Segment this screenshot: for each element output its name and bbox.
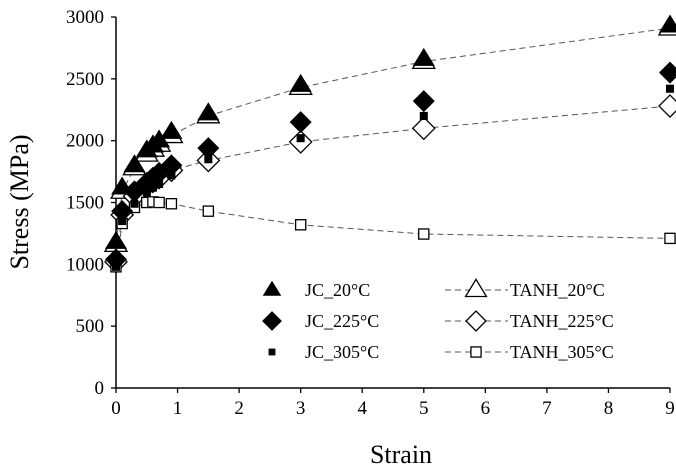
data-point-1-1	[104, 230, 128, 249]
y-tick-label: 1500	[66, 193, 104, 214]
x-tick-label: 1	[173, 398, 183, 419]
legend-label-4: TANH_20°C	[510, 280, 605, 300]
y-tick-label: 2000	[66, 131, 104, 152]
legend-label-6: TANH_305°C	[510, 342, 614, 362]
legend-label-1: JC_20°C	[305, 280, 370, 300]
data-point-3-2	[118, 217, 127, 226]
x-tick-label: 7	[542, 398, 552, 419]
legend-label-3: JC_305°C	[305, 342, 379, 362]
data-point-1-9	[289, 73, 312, 92]
y-tick-label: 0	[95, 378, 105, 399]
legend-marker-3	[268, 348, 276, 356]
data-point-2-9	[289, 111, 312, 134]
legend-marker-4	[464, 278, 488, 298]
data-point-1-8	[197, 102, 220, 121]
x-tick-label: 9	[665, 398, 675, 419]
data-point-6-10	[418, 228, 430, 240]
x-tick-label: 3	[296, 398, 306, 419]
series-line-5	[115, 105, 671, 262]
data-point-2-7	[160, 154, 183, 177]
data-point-3-10	[419, 111, 428, 120]
data-point-5-10	[411, 116, 436, 141]
legend-label-2: JC_225°C	[305, 311, 379, 331]
data-point-3-7	[167, 171, 176, 180]
data-point-1-11	[658, 14, 676, 33]
data-point-3-4	[142, 188, 151, 197]
y-axis-title: Stress (MPa)	[5, 134, 34, 269]
data-point-2-11	[659, 61, 676, 84]
legend-label-5: TANH_225°C	[510, 311, 614, 331]
x-tick-label: 2	[234, 398, 244, 419]
data-point-2-8	[197, 137, 220, 160]
x-tick-label: 8	[604, 398, 614, 419]
legend-marker-5	[465, 310, 487, 332]
data-point-6-7	[165, 198, 178, 210]
data-point-1-6	[148, 129, 171, 148]
data-point-3-3	[130, 199, 139, 208]
x-tick-label: 5	[419, 398, 429, 419]
data-point-2-10	[412, 90, 435, 113]
x-axis-title: Strain	[370, 440, 432, 469]
data-point-5-11	[658, 94, 676, 118]
series-line-6	[115, 201, 671, 267]
y-tick-label: 500	[76, 316, 105, 337]
x-tick-label: 4	[357, 398, 367, 419]
legend-marker-2	[262, 311, 282, 331]
y-tick-label: 2500	[66, 69, 104, 90]
x-tick-label: 6	[481, 398, 491, 419]
data-point-3-5	[148, 183, 157, 192]
data-point-3-8	[204, 155, 213, 164]
data-point-1-10	[412, 47, 435, 66]
data-point-2-1	[105, 248, 127, 271]
data-point-6-9	[294, 219, 307, 231]
y-tick-label: 1000	[66, 254, 104, 275]
data-point-2-2	[111, 200, 134, 223]
data-point-3-11	[665, 84, 675, 93]
data-point-6-6	[153, 196, 165, 209]
data-point-3-1	[111, 262, 121, 271]
series-line-4	[115, 27, 671, 245]
data-point-3-6	[155, 179, 164, 188]
data-point-1-7	[160, 120, 183, 139]
x-tick-label: 0	[111, 398, 121, 419]
data-point-6-11	[664, 232, 676, 245]
data-point-6-8	[202, 205, 215, 217]
legend-marker-6	[470, 346, 482, 358]
data-point-1-3	[123, 154, 146, 173]
y-tick-label: 3000	[66, 7, 104, 28]
data-point-3-9	[296, 134, 305, 143]
legend-marker-1	[262, 280, 282, 296]
